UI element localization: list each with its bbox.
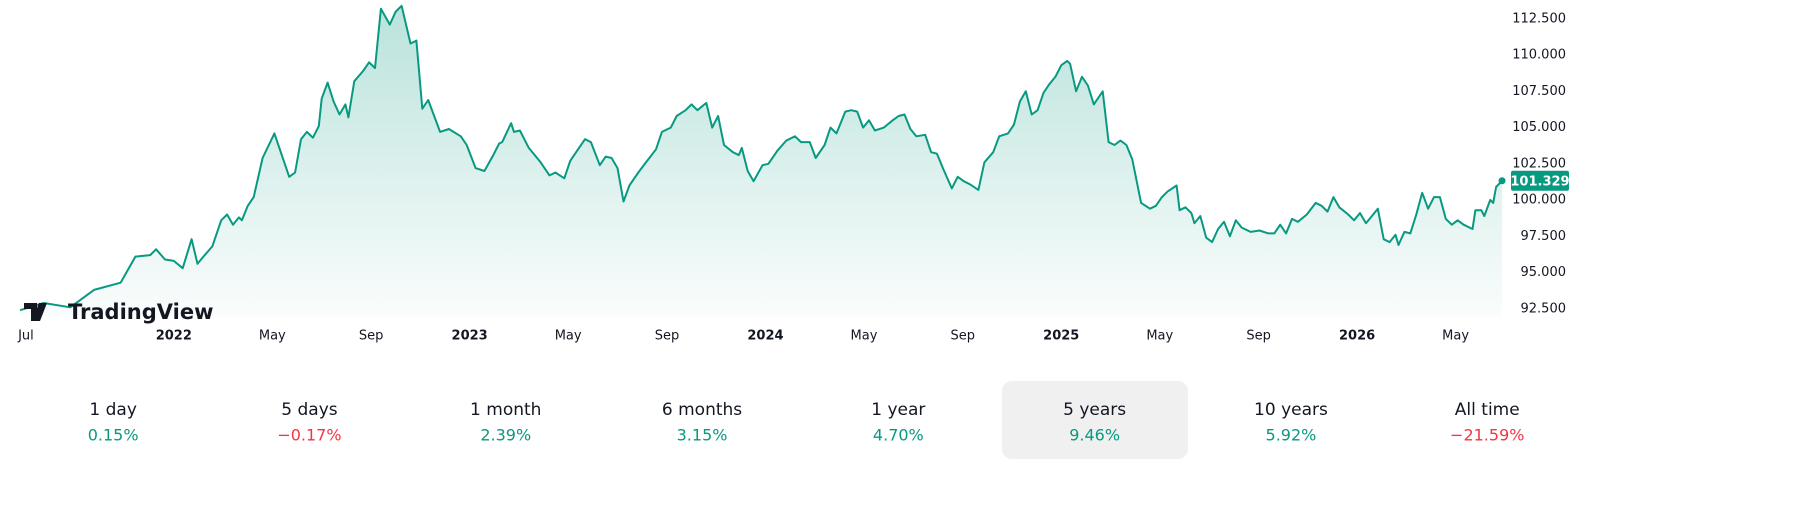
period-selected-bg (1002, 381, 1188, 459)
x-tick-label: Sep (359, 329, 384, 344)
period-label: All time (1455, 400, 1520, 420)
period-change: −0.17% (277, 426, 341, 445)
period-change: 5.92% (1266, 426, 1317, 445)
period-button[interactable]: All time −21.59% (1450, 400, 1524, 445)
area-fill (20, 5, 1502, 317)
x-tick-label: 2024 (747, 329, 783, 344)
period-change: −21.59% (1450, 426, 1524, 445)
y-tick-label: 107.500 (1512, 84, 1566, 99)
logo: TradingView (24, 300, 213, 324)
y-tick-label: 105.000 (1512, 120, 1566, 135)
x-tick-label: Jul (17, 329, 34, 344)
x-tick-label: 2025 (1043, 329, 1079, 344)
period-change: 4.70% (873, 426, 924, 445)
period-change: 9.46% (1069, 426, 1120, 445)
x-tick-label: 2023 (452, 329, 488, 344)
period-button[interactable]: 1 month 2.39% (470, 400, 541, 445)
x-tick-label: Sep (1246, 329, 1271, 344)
x-tick-label: 2022 (156, 329, 192, 344)
period-button[interactable]: 1 day 0.15% (88, 400, 139, 445)
period-label: 1 month (470, 400, 541, 420)
period-label: 5 days (281, 400, 337, 420)
period-label: 1 day (89, 400, 137, 420)
period-button[interactable]: 5 days −0.17% (277, 400, 341, 445)
y-tick-label: 92.500 (1521, 301, 1567, 316)
x-tick-label: May (1146, 329, 1173, 344)
period-button[interactable]: 1 year 4.70% (871, 400, 925, 445)
period-button[interactable]: 6 months 3.15% (662, 400, 742, 445)
period-label: 6 months (662, 400, 742, 420)
logo-text: TradingView (68, 300, 213, 324)
period-label: 5 years (1063, 400, 1126, 420)
price-line (19, 4, 1503, 312)
logo-icon (24, 303, 47, 321)
period-button[interactable]: 5 years 9.46% (1002, 381, 1188, 459)
period-label: 1 year (871, 400, 925, 420)
last-price-tag (1511, 170, 1569, 191)
period-change: 2.39% (480, 426, 531, 445)
y-tick-label: 102.500 (1512, 156, 1566, 171)
x-tick-label: May (1442, 329, 1469, 344)
x-tick-label: 2026 (1339, 329, 1375, 344)
period-change: 3.15% (677, 426, 728, 445)
x-tick-label: May (259, 329, 286, 344)
y-tick-label: 97.500 (1521, 229, 1567, 244)
last-point (1498, 177, 1506, 185)
x-tick-label: Sep (951, 329, 976, 344)
x-tick-label: Sep (655, 329, 680, 344)
y-tick-label: 110.000 (1512, 48, 1566, 63)
period-label: 10 years (1254, 400, 1328, 420)
last-price-label: 101.329 (1510, 174, 1569, 189)
period-change: 0.15% (88, 426, 139, 445)
period-button[interactable]: 10 years 5.92% (1254, 400, 1328, 445)
x-tick-label: May (555, 329, 582, 344)
y-tick-label: 100.000 (1512, 193, 1566, 208)
x-tick-label: May (851, 329, 878, 344)
y-tick-label: 95.000 (1521, 265, 1567, 280)
y-tick-label: 112.500 (1512, 11, 1566, 26)
